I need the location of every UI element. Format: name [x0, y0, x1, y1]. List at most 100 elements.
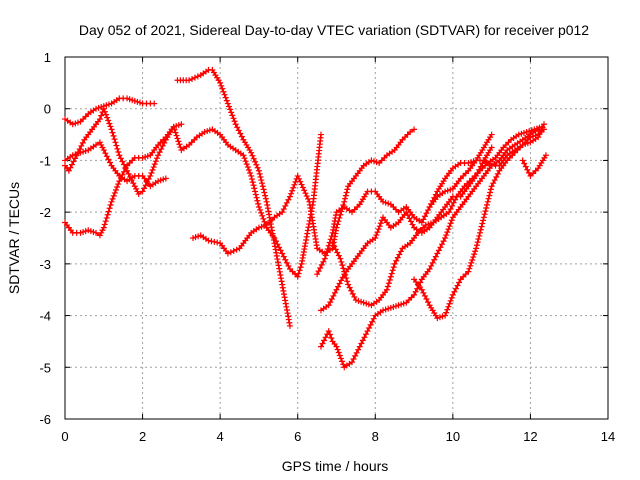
data-point [376, 223, 383, 230]
data-point [473, 245, 480, 252]
data-point [426, 203, 433, 210]
data-point [259, 183, 266, 190]
data-point [257, 206, 264, 213]
data-point [328, 233, 335, 240]
data-point [130, 180, 137, 187]
data-point [261, 189, 268, 196]
data-point [248, 176, 255, 183]
data-series-group [519, 152, 549, 179]
data-point [277, 247, 284, 254]
data-point [115, 149, 122, 156]
data-point [291, 181, 298, 188]
data-point [117, 155, 124, 162]
data-point [348, 287, 355, 294]
data-point [317, 131, 324, 138]
data-point [159, 142, 166, 149]
data-point [245, 167, 252, 174]
data-point [443, 309, 450, 316]
data-point [237, 130, 244, 137]
data-point [110, 132, 117, 139]
data-point [341, 268, 348, 275]
y-tick-label: -1 [39, 153, 51, 168]
data-point [173, 132, 180, 139]
data-point [369, 318, 376, 325]
data-point [257, 173, 264, 180]
data-point [141, 185, 148, 192]
data-point [103, 214, 110, 221]
data-point [325, 328, 332, 335]
data-point [372, 235, 379, 241]
data-point [411, 126, 418, 133]
data-point [258, 177, 265, 184]
data-point [117, 175, 124, 182]
data-point [112, 186, 119, 193]
data-point [340, 361, 347, 368]
y-tick-label: -4 [39, 309, 51, 324]
data-point [454, 282, 461, 289]
data-point [286, 322, 293, 329]
data-point [256, 170, 263, 177]
data-point [356, 343, 363, 350]
data-point [322, 334, 329, 341]
data-point [318, 261, 325, 268]
data-series-group [426, 121, 548, 210]
data-point [362, 331, 369, 338]
data-point [244, 164, 251, 171]
data-point [186, 77, 193, 84]
data-point [238, 133, 245, 140]
data-point [521, 160, 528, 167]
data-point [252, 158, 259, 165]
data-point [407, 128, 414, 135]
data-point [70, 158, 77, 165]
data-point [446, 223, 453, 230]
data-point [234, 124, 241, 131]
data-point [397, 248, 404, 255]
series-line [176, 69, 291, 327]
data-point [375, 226, 382, 233]
data-point [280, 206, 287, 213]
data-point [302, 190, 309, 197]
data-point [471, 251, 478, 258]
data-point [249, 152, 256, 159]
data-point [487, 186, 494, 193]
data-point [252, 188, 259, 195]
data-point [488, 183, 495, 190]
data-point [162, 175, 169, 182]
data-point [230, 115, 237, 122]
data-point [361, 334, 368, 341]
data-point [112, 139, 119, 146]
data-point [100, 105, 107, 112]
data-point [367, 321, 374, 328]
data-point [385, 280, 392, 287]
data-point [333, 343, 340, 350]
y-tick-label: 1 [44, 50, 51, 65]
data-point [254, 197, 261, 204]
data-point [476, 232, 483, 239]
data-point [403, 209, 410, 216]
data-point [334, 249, 341, 256]
data-point [152, 158, 159, 165]
data-point [106, 159, 113, 166]
data-point [418, 286, 425, 293]
data-point [420, 216, 427, 223]
data-series-group [174, 66, 293, 329]
data-point [323, 249, 330, 256]
data-point [297, 264, 304, 271]
data-point [253, 161, 260, 168]
data-point [342, 195, 349, 202]
data-point [437, 244, 444, 251]
data-point [114, 145, 121, 152]
data-point [338, 277, 345, 284]
data-point [438, 241, 445, 248]
data-point [442, 235, 449, 241]
data-point [93, 229, 100, 236]
x-tick-label: 0 [61, 429, 68, 444]
data-point [299, 184, 306, 191]
data-point [229, 112, 236, 119]
data-point [444, 229, 451, 236]
data-point [208, 238, 215, 245]
plot-frame [64, 56, 609, 420]
data-point [477, 226, 484, 233]
data-point [235, 127, 242, 134]
data-point [432, 191, 439, 198]
